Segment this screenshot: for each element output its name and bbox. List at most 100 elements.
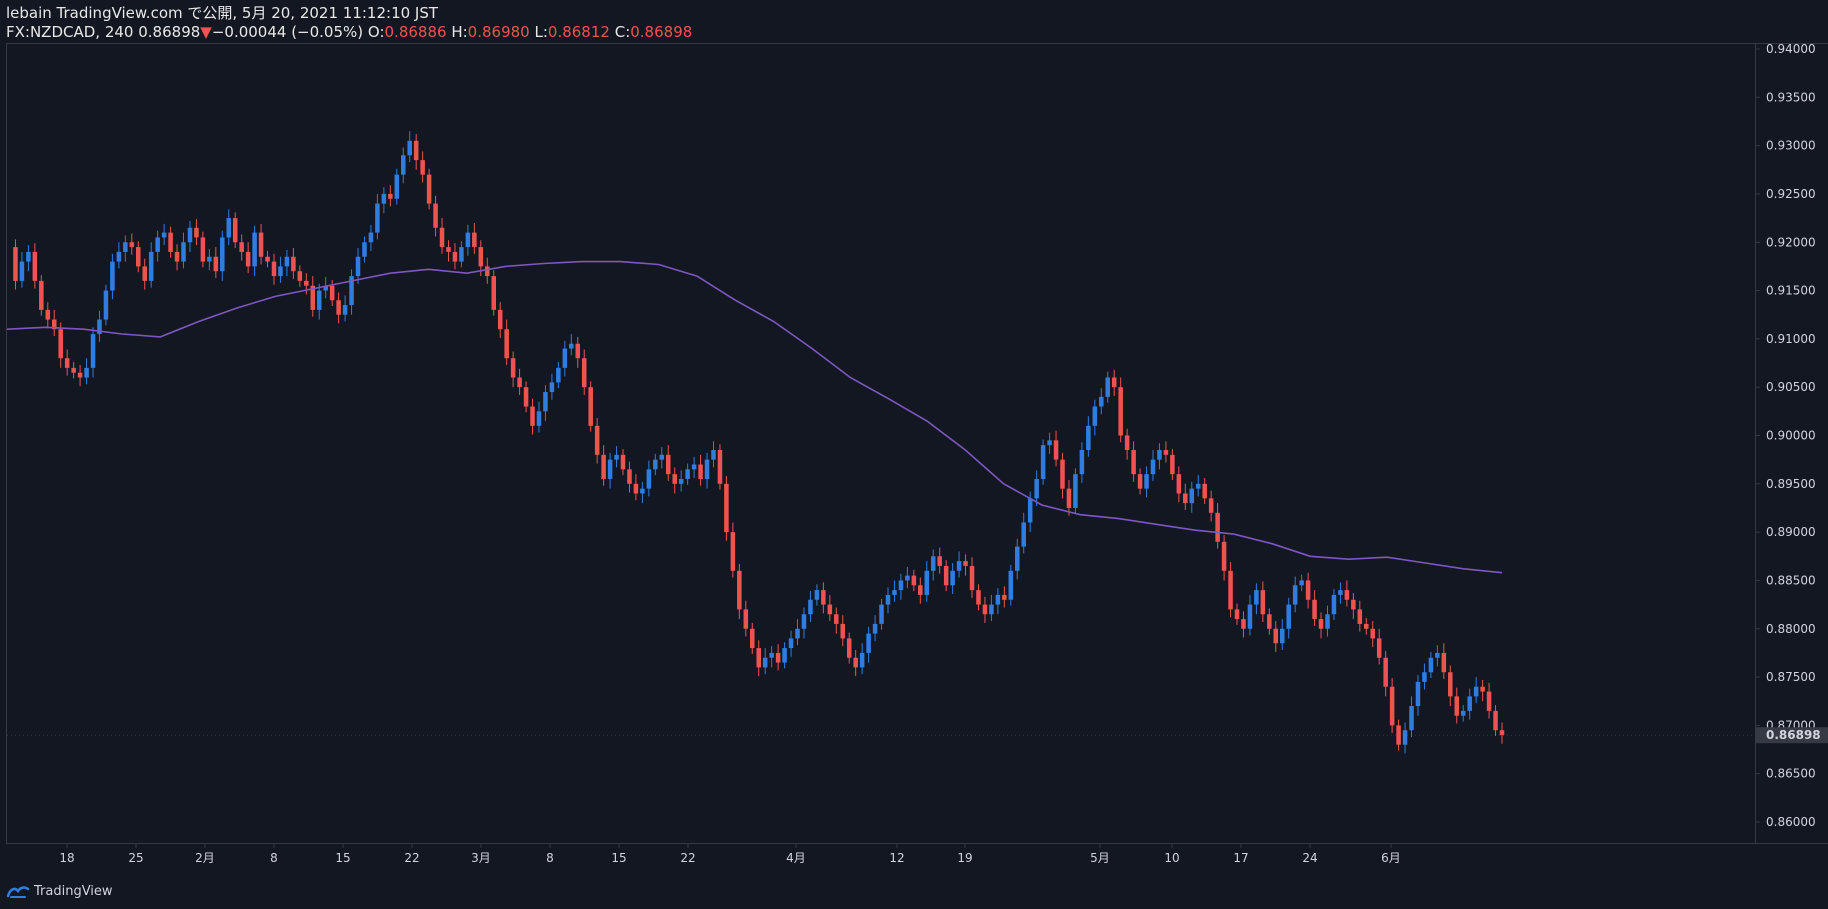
- candle-body: [1221, 541, 1227, 571]
- time-tick-label: 3月: [471, 851, 491, 865]
- candle: [472, 222, 477, 254]
- candle: [853, 650, 858, 677]
- candle: [1040, 439, 1046, 485]
- candle-body: [103, 290, 109, 320]
- candle: [407, 131, 412, 163]
- candle: [717, 444, 723, 490]
- candle-body: [678, 478, 684, 484]
- close-label: C:: [614, 23, 631, 41]
- candle-body: [1286, 604, 1291, 629]
- footer-branding[interactable]: TradingView: [6, 880, 113, 902]
- candle-body: [497, 309, 503, 330]
- candle-body: [161, 232, 167, 238]
- candle-body: [485, 266, 490, 277]
- candle: [200, 231, 206, 268]
- candle-body: [1409, 706, 1414, 731]
- candle-body: [381, 193, 387, 204]
- candle: [1247, 594, 1253, 636]
- candle-body: [1215, 512, 1220, 542]
- candle-body: [407, 140, 412, 156]
- candle-body: [1279, 628, 1285, 644]
- candle: [892, 580, 897, 602]
- candle-body: [187, 227, 193, 243]
- candle: [362, 236, 367, 263]
- time-tick-label: 5月: [1090, 851, 1110, 865]
- time-tick-label: 22: [404, 851, 419, 865]
- candle-body: [64, 358, 70, 368]
- time-axis[interactable]: 18 25 2月 8 15 22 3月 8 15 22 4月 12 19 5月 10 17 24 6月: [6, 844, 1756, 874]
- candle-body: [659, 454, 665, 460]
- candle-body: [898, 580, 904, 591]
- candle-body: [672, 474, 677, 484]
- chart-plot-area[interactable]: [6, 43, 1756, 844]
- candle-body: [316, 290, 322, 310]
- candle-body: [291, 256, 296, 272]
- candle: [1422, 663, 1427, 690]
- candle: [943, 560, 949, 592]
- candle: [536, 401, 542, 433]
- candle-body: [737, 570, 742, 610]
- candle-body: [905, 575, 910, 581]
- price-tick-label: 0.94000: [1766, 44, 1816, 56]
- candle-body: [388, 193, 393, 199]
- candle-body: [1144, 474, 1149, 489]
- candle: [1118, 377, 1123, 443]
- candle: [1273, 621, 1279, 652]
- candle-body: [1389, 686, 1395, 726]
- candle: [775, 644, 781, 671]
- candle: [168, 226, 173, 258]
- candle: [1241, 611, 1246, 638]
- candle-body: [1021, 522, 1026, 547]
- candle: [750, 622, 755, 654]
- candle: [1008, 564, 1014, 606]
- time-tick-label: 12: [889, 851, 904, 865]
- candlestick-chart[interactable]: [7, 44, 1755, 843]
- open-label: O:: [367, 23, 385, 41]
- candle: [737, 564, 742, 620]
- candle-body: [1150, 459, 1156, 475]
- candle-body: [1105, 377, 1111, 397]
- candle: [1014, 538, 1020, 580]
- candle-body: [704, 459, 710, 479]
- candle: [265, 250, 270, 268]
- candle: [956, 551, 962, 578]
- candle-body: [730, 532, 736, 571]
- candle-body: [220, 237, 225, 272]
- last-price: 0.86898: [138, 23, 201, 41]
- candle-body: [1099, 396, 1104, 407]
- candle-body: [1008, 570, 1014, 600]
- candle-body: [1312, 599, 1317, 620]
- candle: [1215, 503, 1220, 549]
- low-label: L:: [534, 23, 548, 41]
- candle-body: [665, 454, 671, 475]
- candle-body: [724, 483, 729, 533]
- candle-body: [698, 464, 703, 479]
- candle: [245, 242, 251, 274]
- symbol-label[interactable]: FX:NZDCAD, 240: [6, 23, 134, 41]
- candle: [316, 283, 322, 320]
- candle: [607, 452, 613, 489]
- candle-body: [989, 604, 994, 615]
- candle-body: [1073, 474, 1078, 508]
- candle-body: [433, 203, 438, 228]
- candle: [1073, 468, 1078, 514]
- moving-average-line: [7, 260, 1503, 574]
- candle-body: [491, 276, 497, 310]
- candle: [711, 441, 716, 468]
- candle-body: [510, 358, 516, 378]
- candle-body: [1086, 425, 1091, 450]
- price-axis[interactable]: 0.94000 0.93500 0.93000 0.92500 0.92000 0.915…: [1756, 42, 1828, 844]
- candle-body: [478, 247, 484, 267]
- price-tick-label: 0.87500: [1766, 670, 1816, 684]
- candle: [64, 349, 70, 376]
- candle: [1099, 388, 1104, 415]
- candle-body: [840, 623, 846, 639]
- candle-body: [633, 483, 639, 494]
- candle: [1486, 682, 1492, 719]
- candle-body: [1383, 657, 1388, 687]
- time-tick-label: 10: [1164, 851, 1179, 865]
- candle: [1144, 466, 1149, 498]
- footer-brand-text: TradingView: [34, 883, 113, 899]
- candle: [1286, 597, 1291, 639]
- candle-body: [1260, 590, 1266, 615]
